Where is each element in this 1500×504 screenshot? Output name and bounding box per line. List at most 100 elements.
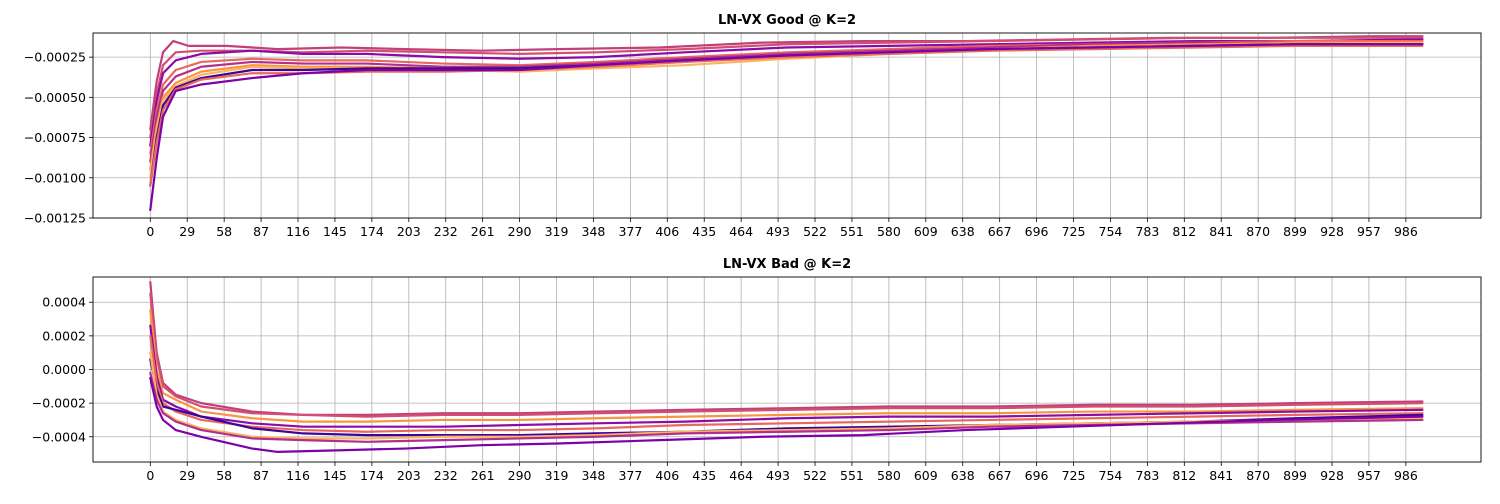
series-line-3 <box>149 324 1424 428</box>
x-tick-label: 928 <box>1320 224 1344 239</box>
x-tick-label: 377 <box>618 468 642 483</box>
x-tick-label: 899 <box>1283 224 1307 239</box>
x-tick-label: 0 <box>146 468 154 483</box>
x-tick-label: 870 <box>1246 224 1270 239</box>
y-tick-label: −0.0004 <box>32 429 86 444</box>
x-tick-label: 87 <box>253 468 269 483</box>
x-tick-label: 957 <box>1357 468 1381 483</box>
x-tick-label: 493 <box>766 468 790 483</box>
x-tick-label: 174 <box>360 224 384 239</box>
x-tick-label: 696 <box>1025 224 1049 239</box>
chart-panel-bad: LN-VX Bad @ K=2 0 29 58 87 116 145 174 203 232 26… <box>32 257 1482 483</box>
x-tick-label: 493 <box>766 224 790 239</box>
x-tick-label: 232 <box>434 468 458 483</box>
x-tick-label: 232 <box>434 224 458 239</box>
x-tick-label: 754 <box>1099 224 1123 239</box>
series-line-7 <box>149 43 1424 187</box>
series-line-4 <box>149 334 1424 433</box>
y-tick-label: −0.0002 <box>32 396 86 411</box>
x-tick-label: 580 <box>877 468 901 483</box>
y-tick-label: −0.00075 <box>24 130 86 145</box>
x-tick-label: 841 <box>1209 224 1233 239</box>
x-tick-label: 754 <box>1099 468 1123 483</box>
series-line-2 <box>149 309 1424 423</box>
axes-frame <box>92 32 1482 219</box>
x-tick-label: 667 <box>988 224 1012 239</box>
x-tick-label: 58 <box>216 468 232 483</box>
x-tick-label: 377 <box>618 224 642 239</box>
x-tick-label: 261 <box>471 468 495 483</box>
x-tick-label: 435 <box>692 224 716 239</box>
series-line-6 <box>149 351 1424 440</box>
series-group <box>149 35 1424 212</box>
x-tick-label: 783 <box>1135 224 1159 239</box>
x-tick-label: 638 <box>951 468 975 483</box>
x-tick-label: 696 <box>1025 468 1049 483</box>
x-tick-label: 435 <box>692 468 716 483</box>
x-tick-label: 928 <box>1320 468 1344 483</box>
x-tick-label: 609 <box>914 224 938 239</box>
x-tick-label: 870 <box>1246 468 1270 483</box>
x-tick-label: 957 <box>1357 224 1381 239</box>
x-tick-label: 348 <box>582 468 606 483</box>
x-tick-label: 87 <box>253 224 269 239</box>
x-tick-label: 290 <box>508 468 532 483</box>
x-tick-label: 667 <box>988 468 1012 483</box>
x-tick-label: 986 <box>1394 468 1418 483</box>
x-tick-label: 116 <box>286 468 310 483</box>
x-tick-label: 203 <box>397 468 421 483</box>
x-tick-label: 319 <box>545 468 569 483</box>
x-tick-label: 899 <box>1283 468 1307 483</box>
x-tick-label: 145 <box>323 468 347 483</box>
x-tick-label: 203 <box>397 224 421 239</box>
x-tick-label: 551 <box>840 468 864 483</box>
x-tick-label: 551 <box>840 224 864 239</box>
y-tick-label: 0.0002 <box>42 328 86 343</box>
x-tick-label: 783 <box>1135 468 1159 483</box>
x-tick-label: 522 <box>803 224 827 239</box>
series-line-9 <box>149 43 1424 212</box>
x-tick-label: 464 <box>729 224 753 239</box>
series-line-1 <box>149 292 1424 418</box>
x-tick-label: 725 <box>1062 224 1086 239</box>
x-tick-label: 290 <box>508 224 532 239</box>
y-tick-label: −0.00025 <box>24 50 86 65</box>
x-tick-label: 406 <box>655 224 679 239</box>
series-line-0 <box>149 35 1424 131</box>
x-tick-label: 348 <box>582 224 606 239</box>
chart-panel-good: LN-VX Good @ K=2 0 29 58 87 116 145 174 203 232 2… <box>24 13 1482 239</box>
x-tick-label: 638 <box>951 224 975 239</box>
series-line-4 <box>149 41 1424 163</box>
chart-title-good: LN-VX Good @ K=2 <box>718 13 856 28</box>
x-tick-label: 29 <box>179 224 195 239</box>
series-line-1 <box>149 36 1424 139</box>
x-tick-label: 522 <box>803 468 827 483</box>
chart-title-bad: LN-VX Bad @ K=2 <box>723 257 851 272</box>
y-tick-label: −0.00050 <box>24 90 86 105</box>
y-tick-label: −0.00125 <box>24 211 86 226</box>
x-tick-label: 29 <box>179 468 195 483</box>
series-group <box>149 280 1424 454</box>
x-tick-label: 464 <box>729 468 753 483</box>
x-tick-label: 406 <box>655 468 679 483</box>
x-tick-label: 580 <box>877 224 901 239</box>
y-tick-label: 0.0004 <box>42 295 86 310</box>
x-tick-label: 0 <box>146 224 154 239</box>
x-tick-label: 261 <box>471 224 495 239</box>
series-line-2 <box>149 38 1424 147</box>
y-tick-label: −0.00100 <box>24 170 86 185</box>
x-tick-label: 986 <box>1394 224 1418 239</box>
series-line-8 <box>149 376 1424 454</box>
series-line-0 <box>149 280 1424 417</box>
x-tick-label: 174 <box>360 468 384 483</box>
x-tick-label: 725 <box>1062 468 1086 483</box>
x-tick-label: 841 <box>1209 468 1233 483</box>
x-tick-label: 319 <box>545 224 569 239</box>
series-line-5 <box>149 41 1424 171</box>
x-tick-label: 58 <box>216 224 232 239</box>
x-tick-label: 145 <box>323 224 347 239</box>
x-tick-label: 609 <box>914 468 938 483</box>
x-tick-label: 116 <box>286 224 310 239</box>
